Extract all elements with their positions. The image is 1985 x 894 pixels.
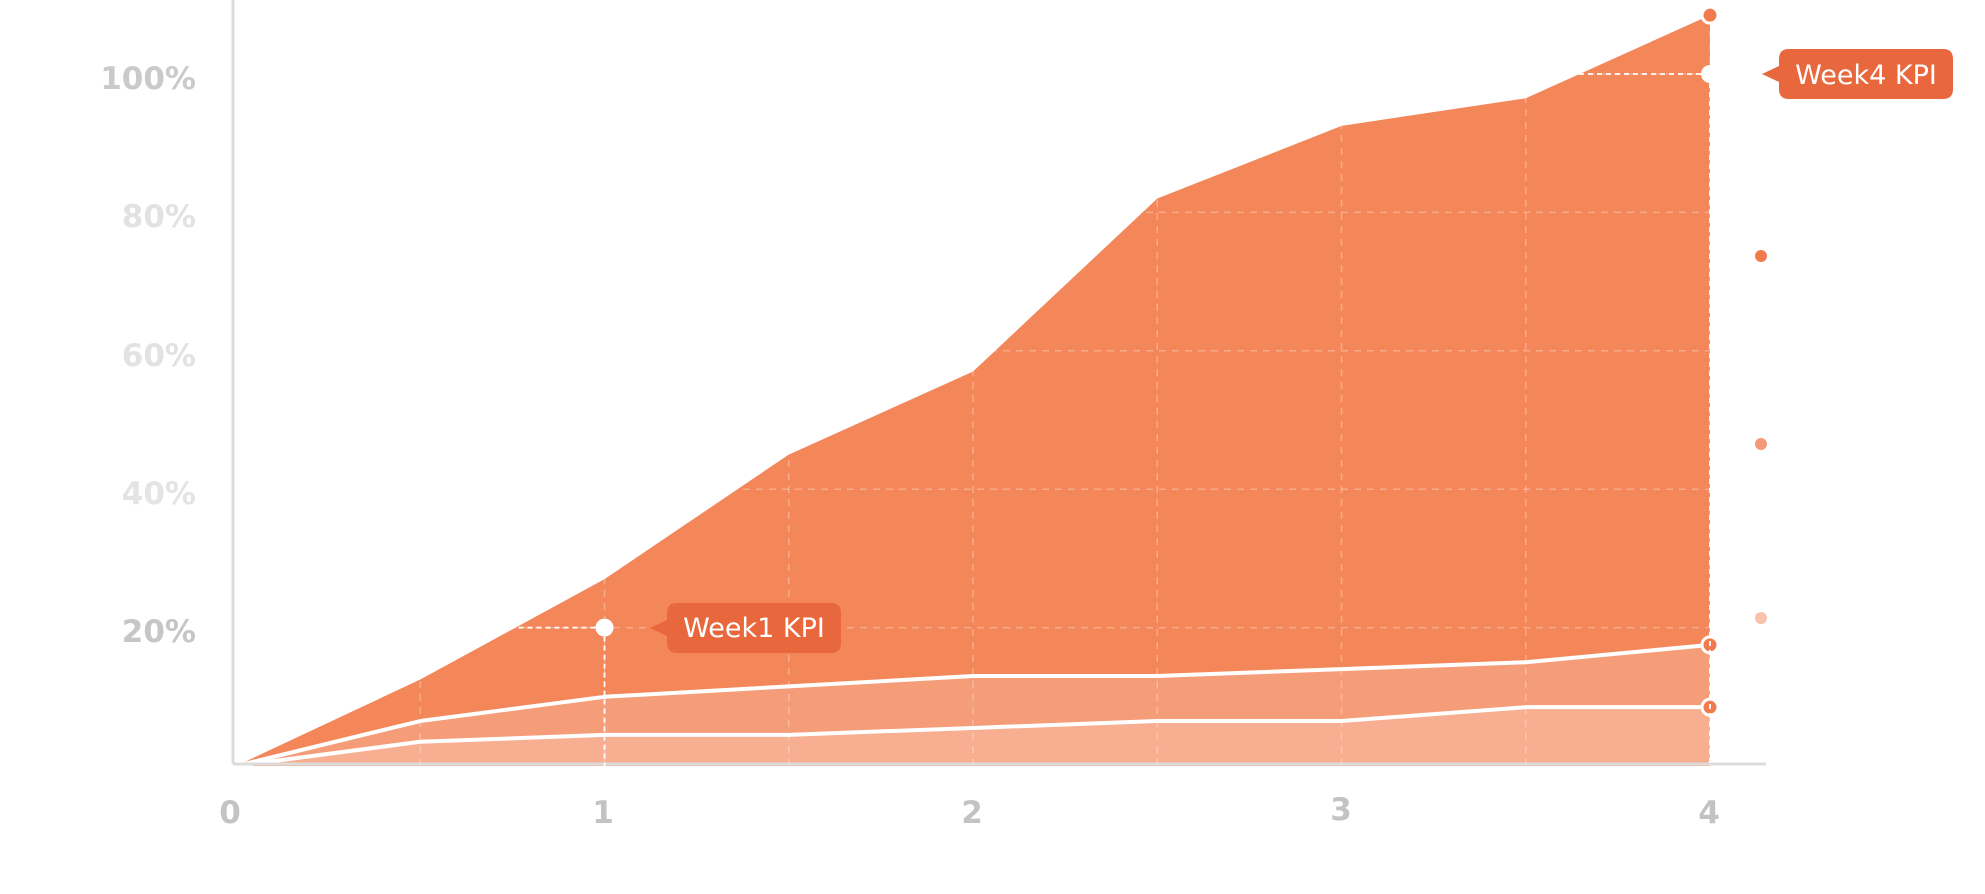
- side-dot: [1755, 438, 1767, 450]
- y-tick-labels: 20% 40% 60% 80% 100%: [100, 61, 196, 650]
- x-tick-label: 1: [592, 795, 614, 831]
- y-tick-label: 100%: [100, 61, 196, 97]
- x-tick-label: 2: [961, 795, 983, 831]
- callout-week4-bubble: [1762, 49, 1953, 99]
- area-series-1: [236, 15, 1710, 767]
- markers: [464, 5, 1720, 766]
- x-tick-label: 0: [219, 795, 241, 831]
- callout-week4-label: Week4 KPI: [1795, 60, 1937, 91]
- series-end-marker: [1700, 5, 1720, 25]
- x-tick-label: 4: [1698, 795, 1720, 831]
- annotation-point-marker: [1701, 65, 1719, 83]
- annotation-point-marker: [595, 618, 614, 637]
- side-dots: [1755, 250, 1767, 624]
- y-tick-label: 40%: [122, 476, 196, 512]
- y-tick-label: 60%: [122, 338, 196, 374]
- grid-lines: [236, 4, 1711, 766]
- callout-week1: Week1 KPI: [650, 603, 841, 653]
- side-dot: [1755, 612, 1767, 624]
- series-lines: [235, 642, 1711, 768]
- callout-week4: Week4 KPI: [1762, 49, 1953, 99]
- x-tick-label: 3: [1330, 792, 1352, 828]
- side-dot: [1755, 250, 1767, 262]
- y-tick-label: 20%: [122, 614, 196, 650]
- axes: [231, 0, 1766, 766]
- callout-week1-label: Week1 KPI: [683, 613, 825, 644]
- series-line-3: [235, 705, 1710, 768]
- callout-week1-bubble: [650, 603, 841, 653]
- x-tick-labels: 0 1 2 3 4: [219, 792, 1720, 831]
- series-line-2: [235, 642, 1711, 768]
- y-tick-label: 80%: [122, 199, 196, 235]
